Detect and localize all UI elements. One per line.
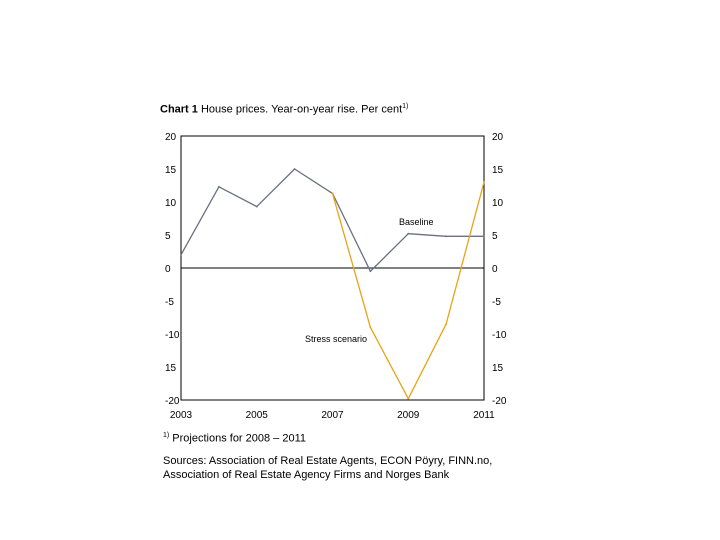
x-tick-label: 2003 — [170, 410, 193, 421]
x-tick-label: 2005 — [246, 410, 269, 421]
stress-scenario-label: Stress scenario — [305, 334, 367, 344]
chart-title-sup: 1) — [402, 103, 409, 110]
y-tick-label-right: 15 — [492, 363, 504, 374]
baseline-series-line — [180, 168, 484, 272]
baseline-data-point — [483, 235, 485, 238]
chart-title-bold: Chart 1 — [160, 103, 198, 116]
y-tick-label-right: -5 — [492, 297, 501, 308]
y-tick-label-left: 20 — [165, 132, 177, 143]
stress-scenario-data-point — [369, 326, 372, 329]
y-tick-label-left: -20 — [165, 396, 180, 407]
baseline-data-point — [293, 168, 296, 170]
chart-title: Chart 1 House prices. Year-on-year rise.… — [160, 103, 408, 116]
y-tick-label-left: 15 — [165, 363, 177, 374]
y-tick-label-left: 5 — [165, 231, 171, 242]
stress-scenario-data-point — [445, 323, 448, 325]
baseline-label: Baseline — [399, 217, 434, 227]
baseline-data-point — [445, 235, 448, 238]
stress-scenario-series-line — [331, 182, 485, 400]
baseline-data-point — [255, 205, 258, 208]
x-tick-label: 2011 — [473, 410, 495, 421]
x-tick-label: 2009 — [397, 410, 420, 421]
baseline-data-point — [369, 270, 372, 273]
stress-scenario-data-point — [483, 181, 485, 184]
baseline-data-point — [407, 232, 410, 235]
y-tick-label-left: 0 — [165, 264, 171, 275]
y-tick-label-right: -20 — [492, 396, 507, 407]
baseline-data-point — [180, 253, 182, 256]
y-tick-label-left: 10 — [165, 198, 177, 209]
footnote: 1) Projections for 2008 – 2011 — [163, 432, 306, 445]
y-tick-label-right: -10 — [492, 330, 507, 341]
y-tick-label-left: -5 — [165, 297, 174, 308]
x-tick-label: 2007 — [321, 410, 344, 421]
sources-note: Sources: Association of Real Estate Agen… — [163, 455, 493, 481]
baseline-data-point — [217, 185, 220, 188]
stress-scenario-data-point — [331, 192, 334, 195]
footnote-text: Projections for 2008 – 2011 — [169, 432, 307, 445]
y-tick-label-right: 15 — [492, 165, 504, 176]
y-tick-label-left: 15 — [165, 165, 177, 176]
y-tick-label-left: -10 — [165, 330, 180, 341]
y-tick-label-right: 10 — [492, 198, 504, 209]
y-tick-label-right: 20 — [492, 132, 504, 143]
footnote-marker: 1) — [163, 432, 170, 439]
stress-scenario-data-point — [407, 397, 410, 400]
y-tick-label-right: 0 — [492, 264, 498, 275]
chart-title-text: House prices. Year-on-year rise. Per cen… — [200, 103, 403, 116]
y-tick-label-right: 5 — [492, 231, 498, 242]
